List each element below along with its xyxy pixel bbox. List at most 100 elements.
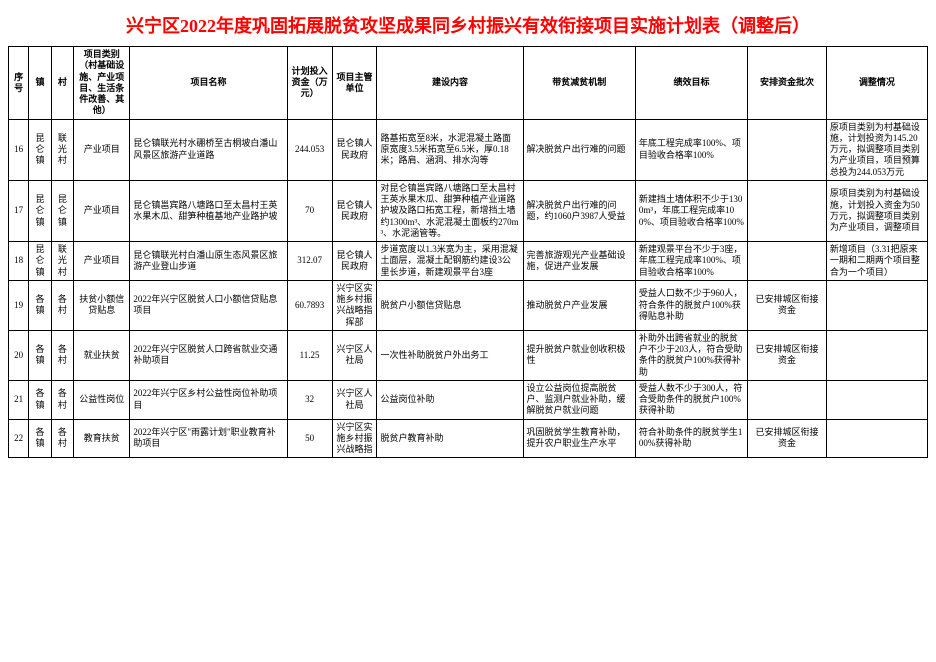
table-row: 22各镇各村教育扶贫2022年兴宁区"雨露计划"职业教育补助项目50兴宁区实施乡… bbox=[9, 419, 928, 458]
th-seq: 序号 bbox=[9, 47, 29, 120]
cell-town: 各镇 bbox=[29, 280, 51, 330]
cell-goal: 新建挡土墙体积不少于1300m³，年底工程完成率100%、项目验收合格率100% bbox=[635, 180, 747, 241]
cell-seq: 18 bbox=[9, 242, 29, 281]
th-batch: 安排资金批次 bbox=[748, 47, 827, 120]
th-goal: 绩效目标 bbox=[635, 47, 747, 120]
cell-batch bbox=[748, 119, 827, 180]
cell-name: 2022年兴宁区"雨露计划"职业教育补助项目 bbox=[130, 419, 287, 458]
cell-mechanism: 完善旅游观光产业基础设施，促进产业发展 bbox=[523, 242, 635, 281]
cell-batch bbox=[748, 380, 827, 419]
th-name: 项目名称 bbox=[130, 47, 287, 120]
cell-dept: 昆仑镇人民政府 bbox=[332, 119, 377, 180]
cell-goal: 补助外出跨省就业的脱贫户不少于203人，符合受助条件的脱贫户100%获得补助 bbox=[635, 330, 747, 380]
cell-name: 2022年兴宁区脱贫人口跨省就业交通补助项目 bbox=[130, 330, 287, 380]
cell-fund: 32 bbox=[287, 380, 332, 419]
cell-category: 产业项目 bbox=[74, 119, 130, 180]
th-adjust: 调整情况 bbox=[826, 47, 927, 120]
cell-goal: 年底工程完成率100%、项目验收合格率100% bbox=[635, 119, 747, 180]
cell-mechanism: 设立公益岗位提高脱贫户、监测户就业补助，缓解脱贫户就业问题 bbox=[523, 380, 635, 419]
cell-adjust: 新增项目（3.31把原来一期和二期两个项目整合为一个项目） bbox=[826, 242, 927, 281]
cell-goal: 符合补助条件的脱贫学生100%获得补助 bbox=[635, 419, 747, 458]
cell-dept: 兴宁区实施乡村振兴战略指 bbox=[332, 419, 377, 458]
cell-dept: 兴宁区人社局 bbox=[332, 380, 377, 419]
cell-village: 各村 bbox=[51, 280, 73, 330]
cell-town: 昆仑镇 bbox=[29, 242, 51, 281]
table-row: 19各镇各村扶贫小额信贷贴息2022年兴宁区脱贫人口小额信贷贴息项目60.789… bbox=[9, 280, 928, 330]
cell-fund: 50 bbox=[287, 419, 332, 458]
cell-category: 就业扶贫 bbox=[74, 330, 130, 380]
cell-seq: 16 bbox=[9, 119, 29, 180]
table-row: 17昆仑镇昆仑镇产业项目昆仑镇邕宾路八塘路口至太昌村王英水果木瓜、甜笋种植基地产… bbox=[9, 180, 928, 241]
cell-name: 2022年兴宁区脱贫人口小额信贷贴息项目 bbox=[130, 280, 287, 330]
cell-content: 公益岗位补助 bbox=[377, 380, 523, 419]
cell-fund: 60.7893 bbox=[287, 280, 332, 330]
cell-adjust bbox=[826, 280, 927, 330]
th-village: 村 bbox=[51, 47, 73, 120]
cell-mechanism: 推动脱贫户产业发展 bbox=[523, 280, 635, 330]
cell-mechanism: 解决脱贫户出行难的问题 bbox=[523, 119, 635, 180]
cell-name: 昆仑镇联光村白潘山原生态风景区旅游产业登山步道 bbox=[130, 242, 287, 281]
cell-fund: 312.07 bbox=[287, 242, 332, 281]
cell-mechanism: 巩固脱贫学生教育补助，提升农户职业生产水平 bbox=[523, 419, 635, 458]
cell-dept: 昆仑镇人民政府 bbox=[332, 242, 377, 281]
cell-category: 公益性岗位 bbox=[74, 380, 130, 419]
cell-village: 联光村 bbox=[51, 119, 73, 180]
cell-category: 产业项目 bbox=[74, 180, 130, 241]
cell-name: 昆仑镇邕宾路八塘路口至太昌村王英水果木瓜、甜笋种植基地产业路护坡 bbox=[130, 180, 287, 241]
cell-mechanism: 提升脱贫户就业创收积极性 bbox=[523, 330, 635, 380]
cell-adjust bbox=[826, 380, 927, 419]
th-fund: 计划投入资金（万元） bbox=[287, 47, 332, 120]
cell-goal: 受益人数不少于300人，符合受助条件的脱贫户100%获得补助 bbox=[635, 380, 747, 419]
table-row: 16昆仑镇联光村产业项目昆仑镇联光村水硼桥至古桐坡白潘山风景区旅游产业道路244… bbox=[9, 119, 928, 180]
cell-seq: 22 bbox=[9, 419, 29, 458]
cell-adjust bbox=[826, 419, 927, 458]
cell-dept: 昆仑镇人民政府 bbox=[332, 180, 377, 241]
cell-batch bbox=[748, 180, 827, 241]
cell-batch: 已安排城区衔接资金 bbox=[748, 419, 827, 458]
cell-seq: 21 bbox=[9, 380, 29, 419]
cell-batch: 已安排城区衔接资金 bbox=[748, 330, 827, 380]
plan-table: 序号 镇 村 项目类别（村基础设施、产业项目、生活条件改善、其他） 项目名称 计… bbox=[8, 46, 928, 458]
cell-adjust: 原项目类别为村基础设施，计划投入资金为50万元，拟调整项目类别为产业项目，调整项… bbox=[826, 180, 927, 241]
cell-village: 昆仑镇 bbox=[51, 180, 73, 241]
cell-village: 联光村 bbox=[51, 242, 73, 281]
th-content: 建设内容 bbox=[377, 47, 523, 120]
cell-fund: 244.053 bbox=[287, 119, 332, 180]
cell-village: 各村 bbox=[51, 419, 73, 458]
table-row: 18昆仑镇联光村产业项目昆仑镇联光村白潘山原生态风景区旅游产业登山步道312.0… bbox=[9, 242, 928, 281]
th-mechanism: 带贫减贫机制 bbox=[523, 47, 635, 120]
cell-village: 各村 bbox=[51, 380, 73, 419]
page-title: 兴宁区2022年度巩固拓展脱贫攻坚成果同乡村振兴有效衔接项目实施计划表（调整后） bbox=[8, 12, 928, 38]
cell-town: 各镇 bbox=[29, 419, 51, 458]
cell-town: 昆仑镇 bbox=[29, 119, 51, 180]
cell-seq: 20 bbox=[9, 330, 29, 380]
cell-content: 脱贫户小额信贷贴息 bbox=[377, 280, 523, 330]
cell-category: 扶贫小额信贷贴息 bbox=[74, 280, 130, 330]
cell-content: 路基拓宽至8米，水泥混凝土路面原宽度3.5米拓宽至6.5米，厚0.18米；路肩、… bbox=[377, 119, 523, 180]
cell-batch bbox=[748, 242, 827, 281]
cell-fund: 70 bbox=[287, 180, 332, 241]
cell-content: 一次性补助脱贫户外出务工 bbox=[377, 330, 523, 380]
cell-seq: 17 bbox=[9, 180, 29, 241]
cell-village: 各村 bbox=[51, 330, 73, 380]
cell-dept: 兴宁区人社局 bbox=[332, 330, 377, 380]
cell-mechanism: 解决脱贫户出行难的问题，约1060户3987人受益 bbox=[523, 180, 635, 241]
cell-adjust bbox=[826, 330, 927, 380]
cell-name: 昆仑镇联光村水硼桥至古桐坡白潘山风景区旅游产业道路 bbox=[130, 119, 287, 180]
cell-content: 脱贫户教育补助 bbox=[377, 419, 523, 458]
cell-goal: 受益人口数不少于960人，符合条件的脱贫户100%获得贴息补助 bbox=[635, 280, 747, 330]
cell-goal: 新建观景平台不少于3座，年底工程完成率100%、项目验收合格率100% bbox=[635, 242, 747, 281]
cell-town: 各镇 bbox=[29, 330, 51, 380]
cell-dept: 兴宁区实施乡村振兴战略指挥部 bbox=[332, 280, 377, 330]
table-row: 20各镇各村就业扶贫2022年兴宁区脱贫人口跨省就业交通补助项目11.25兴宁区… bbox=[9, 330, 928, 380]
th-category: 项目类别（村基础设施、产业项目、生活条件改善、其他） bbox=[74, 47, 130, 120]
cell-fund: 11.25 bbox=[287, 330, 332, 380]
cell-content: 步道宽度以1.3米宽为主，采用混凝土面层，混凝土配钢筋约建设3公里长步道，新建观… bbox=[377, 242, 523, 281]
cell-town: 昆仑镇 bbox=[29, 180, 51, 241]
cell-seq: 19 bbox=[9, 280, 29, 330]
th-dept: 项目主管单位 bbox=[332, 47, 377, 120]
table-row: 21各镇各村公益性岗位2022年兴宁区乡村公益性岗位补助项目32兴宁区人社局公益… bbox=[9, 380, 928, 419]
cell-adjust: 原项目类别为村基础设施，计划投资为145.20万元，拟调整项目类别为产业项目，项… bbox=[826, 119, 927, 180]
cell-content: 对昆仑镇邕宾路八塘路口至太昌村王英水果木瓜、甜笋种植产业道路护坡及路口拓宽工程，… bbox=[377, 180, 523, 241]
th-town: 镇 bbox=[29, 47, 51, 120]
